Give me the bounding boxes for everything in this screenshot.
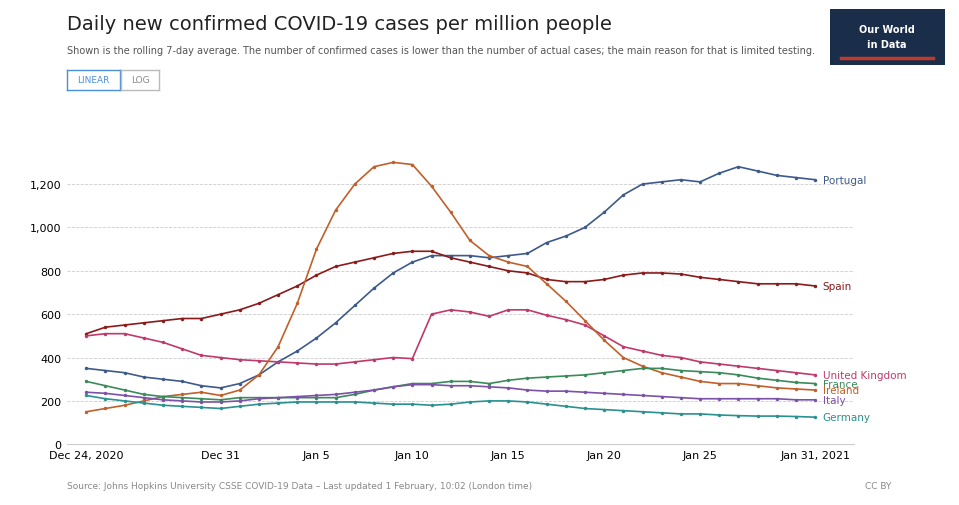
Text: Italy: Italy [823,395,846,405]
Text: in Data: in Data [867,39,907,49]
Text: Portugal: Portugal [823,175,866,185]
Text: France: France [823,379,857,389]
Text: LINEAR: LINEAR [78,76,109,85]
Text: United Kingdom: United Kingdom [823,370,906,380]
Text: Germany: Germany [823,413,871,422]
Text: Our World: Our World [859,25,915,34]
Text: CC BY: CC BY [865,481,892,490]
Text: LOG: LOG [130,76,150,85]
Text: Ireland: Ireland [823,385,859,395]
Text: Spain: Spain [823,281,853,291]
Text: Shown is the rolling 7-day average. The number of confirmed cases is lower than : Shown is the rolling 7-day average. The … [67,45,815,56]
Text: Daily new confirmed COVID-19 cases per million people: Daily new confirmed COVID-19 cases per m… [67,15,612,34]
Text: Source: Johns Hopkins University CSSE COVID-19 Data – Last updated 1 February, 1: Source: Johns Hopkins University CSSE CO… [67,481,532,490]
